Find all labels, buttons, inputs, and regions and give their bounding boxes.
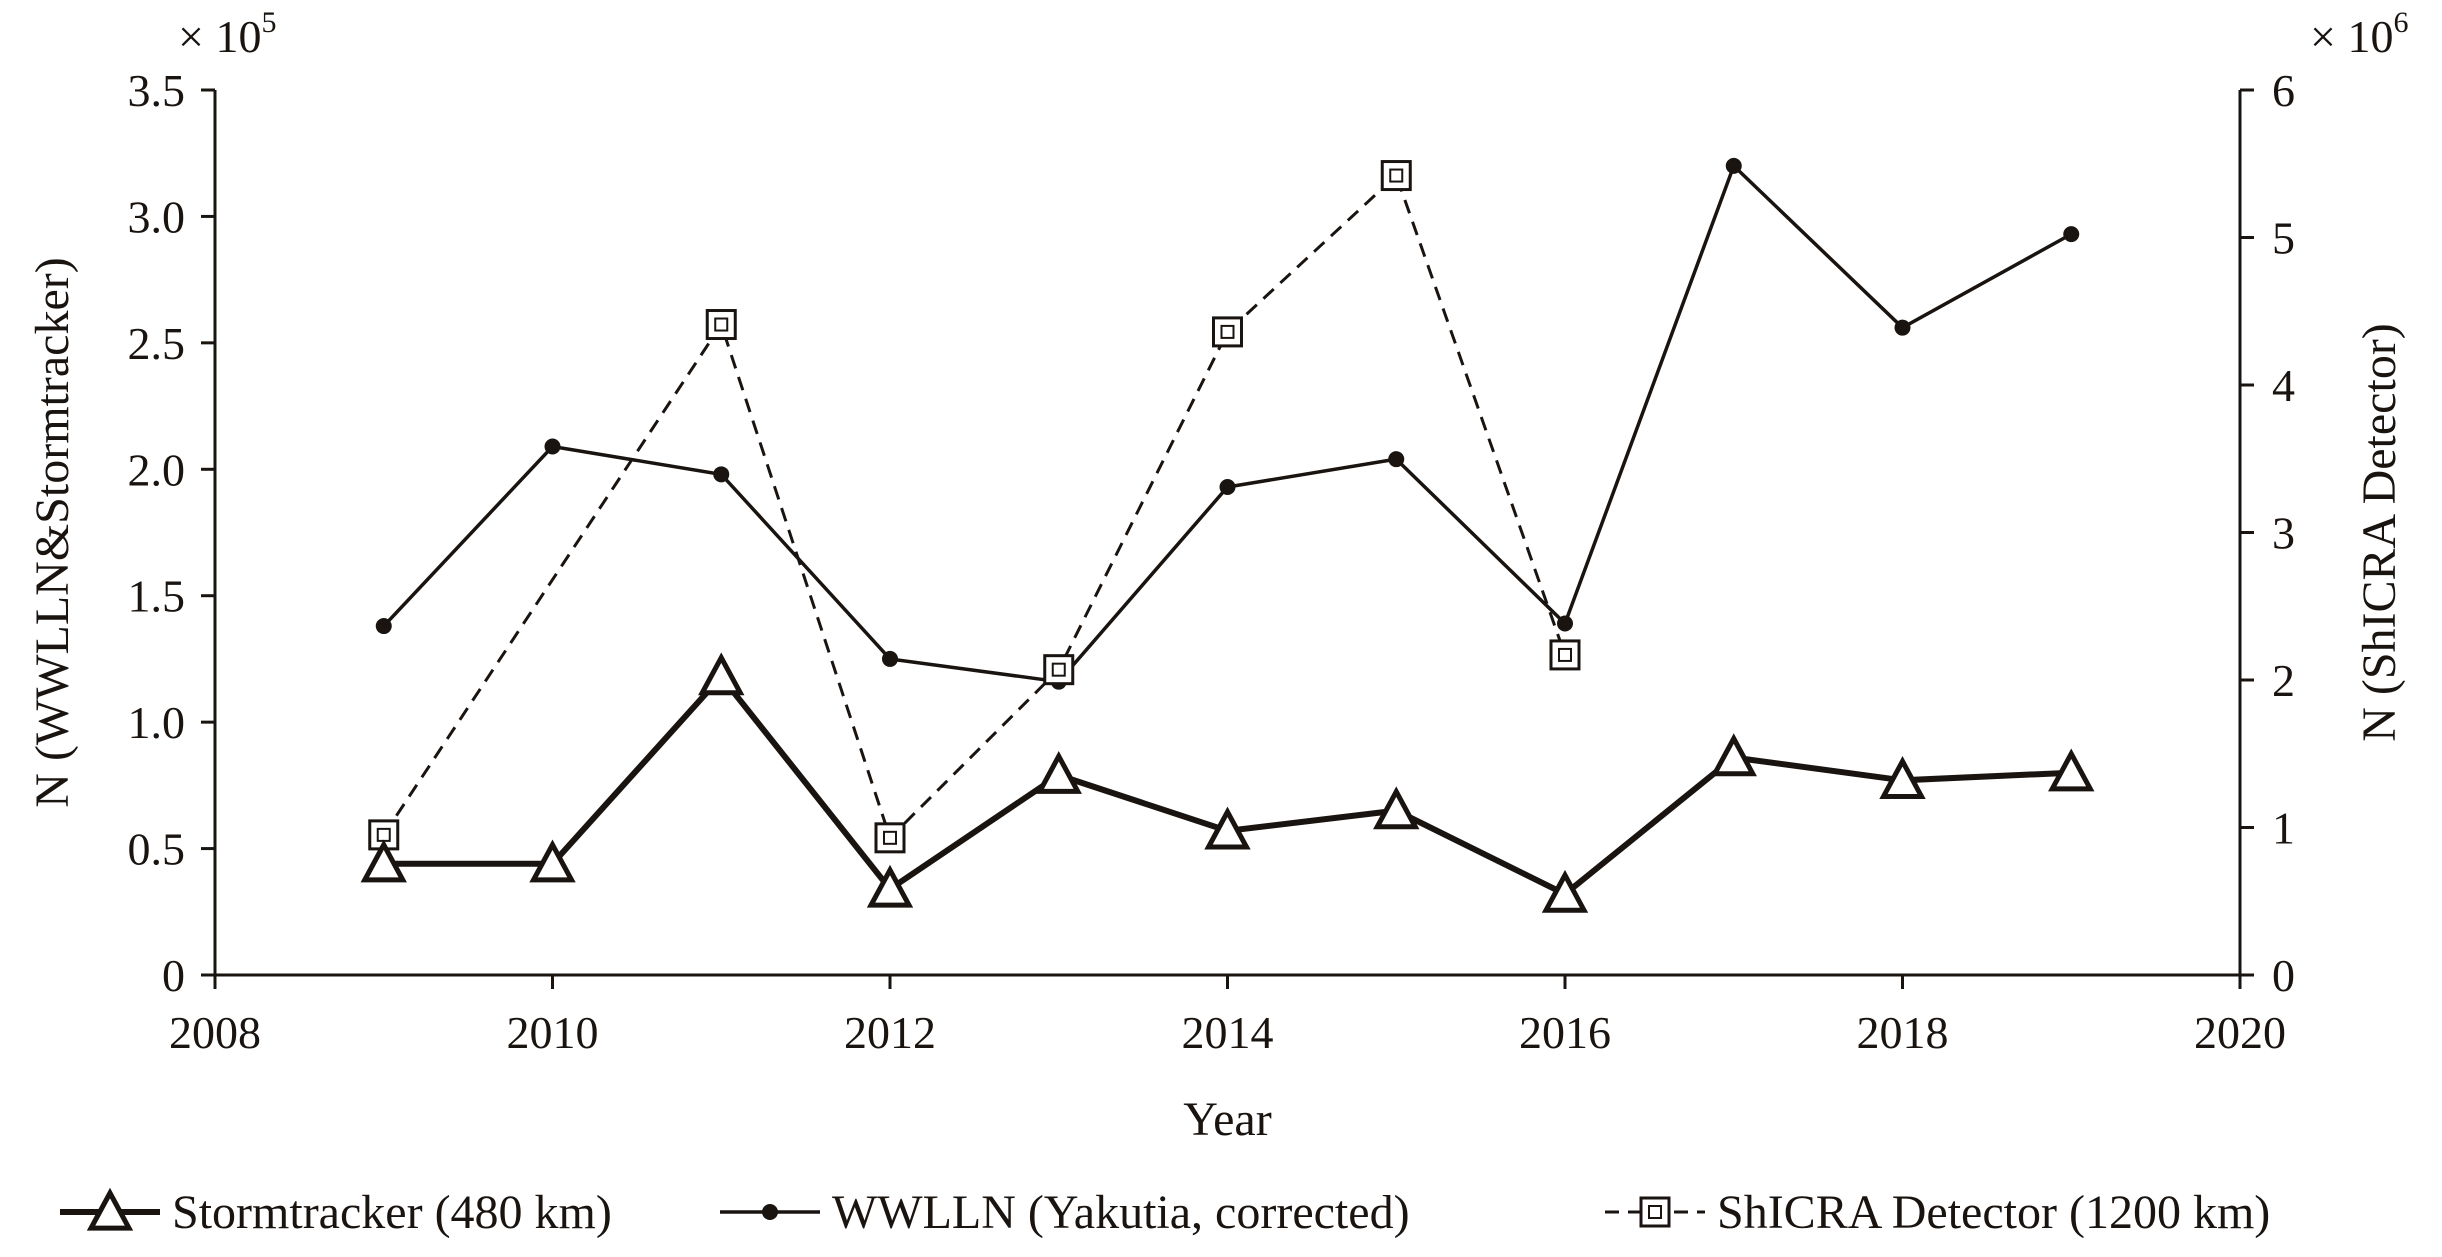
data-point-wwlln: [882, 650, 898, 667]
series-stormtracker: [360, 652, 2095, 913]
data-point-wwlln: [1219, 478, 1236, 495]
data-point-wwlln: [1388, 451, 1405, 468]
data-point-shicra-inner: [1051, 662, 1066, 677]
y-right-tick-label: 1: [2272, 803, 2295, 854]
legend-marker-shicra: [1639, 1196, 1671, 1228]
legend-item-stormtracker: Stormtracker (480 km): [60, 1186, 612, 1239]
y-left-tick-label: 3.5: [128, 65, 186, 116]
legend-label-wwlln: WWLLN (Yakutia, corrected): [832, 1186, 1410, 1239]
y-right-tick-label: 6: [2272, 65, 2295, 116]
x-tick-label: 2018: [1857, 1007, 1949, 1058]
y-left-tick-label: 0.5: [128, 824, 186, 875]
legend: Stormtracker (480 km) WWLLN (Yakutia, cor…: [60, 1186, 2270, 1239]
series-line-shicra: [382, 172, 1567, 841]
data-point-stormtracker: [1879, 756, 1926, 799]
y-left-tick-label: 1.5: [128, 571, 186, 622]
y-left-tick-label: 2.0: [128, 444, 186, 495]
left-multiplier-exp: 5: [261, 6, 276, 39]
x-tick-label: 2016: [1519, 1007, 1611, 1058]
data-point-wwlln: [544, 438, 561, 455]
series-layer: [360, 157, 2095, 913]
right-axis-multiplier: × 106: [2310, 6, 2408, 62]
y-left-tick-label: 1.0: [128, 697, 186, 748]
legend-marker-stormtracker: [86, 1187, 134, 1231]
y-left-tick-label: 0: [162, 950, 185, 1001]
data-point-wwlln: [713, 466, 730, 483]
y-left-tick-label: 3.0: [128, 191, 186, 242]
legend-item-wwlln: WWLLN (Yakutia, corrected): [720, 1186, 1410, 1239]
y-right-tick-label: 3: [2272, 508, 2295, 559]
legend-label-stormtracker: Stormtracker (480 km): [172, 1186, 612, 1239]
data-point-shicra: [1549, 639, 1581, 671]
data-point-wwlln: [375, 618, 392, 635]
y-right-tick-label: 0: [2272, 950, 2295, 1001]
data-point-shicra: [1212, 316, 1243, 348]
data-point-wwlln: [2063, 226, 2080, 243]
data-point-stormtracker: [698, 652, 745, 696]
data-point-shicra: [705, 309, 737, 341]
data-point-shicra: [1043, 654, 1075, 686]
x-tick-label: 2014: [1182, 1007, 1274, 1058]
legend-label-shicra: ShICRA Detector (1200 km): [1717, 1186, 2270, 1239]
data-point-wwlln: [1557, 615, 1573, 632]
y-right-tick-label: 2: [2272, 655, 2295, 706]
series-shicra: [368, 160, 1581, 854]
data-point-stormtracker: [1373, 786, 1420, 830]
data-point-stormtracker: [1035, 750, 1082, 794]
data-point-wwlln: [1894, 319, 1911, 336]
x-tick-label: 2008: [169, 1007, 261, 1058]
y-right-tick-label: 4: [2272, 360, 2295, 411]
data-point-stormtracker: [866, 864, 914, 908]
data-point-shicra: [1380, 160, 1412, 192]
right-multiplier-exp: 6: [2393, 6, 2408, 39]
left-multiplier-base: × 10: [178, 11, 261, 62]
y-axis-title-left: N (WWLLN&Stormtracker): [26, 257, 79, 807]
data-point-stormtracker: [1541, 869, 1589, 913]
left-axis-multiplier: × 105: [178, 6, 276, 62]
data-point-stormtracker: [1710, 733, 1757, 777]
right-multiplier-base: × 10: [2310, 11, 2393, 62]
data-point-shicra-inner: [714, 317, 729, 332]
x-tick-label: 2020: [2194, 1007, 2286, 1058]
legend-marker-shicra-inner: [1648, 1205, 1662, 1219]
data-point-stormtracker: [1204, 806, 1251, 850]
legend-item-shicra: ShICRA Detector (1200 km): [1605, 1186, 2270, 1239]
legend-marker-wwlln: [762, 1204, 778, 1220]
y-right-tick-label: 5: [2272, 213, 2295, 264]
y-left-tick-label: 2.5: [128, 318, 186, 369]
data-point-shicra: [874, 822, 906, 854]
x-tick-label: 2012: [844, 1007, 936, 1058]
data-point-shicra-inner: [1389, 168, 1404, 183]
y-axis-title-right: N (ShICRA Detector): [2353, 323, 2406, 742]
axis-ticks: 2008 2010 2012 2014 2016 2018 202000.51.01.52.…: [128, 65, 2296, 1058]
data-point-stormtracker: [529, 839, 576, 883]
data-point-shicra-inner: [1220, 324, 1235, 339]
x-axis-title: Year: [1183, 1093, 1271, 1146]
data-point-stormtracker: [2048, 748, 2095, 792]
series-wwlln: [375, 157, 2080, 690]
data-point-shicra-inner: [1558, 647, 1572, 662]
series-line-stormtracker: [383, 671, 2072, 898]
data-point-stormtracker: [360, 839, 407, 883]
data-point-shicra-inner: [883, 830, 897, 845]
series-line-wwlln: [382, 162, 2073, 684]
data-point-wwlln: [1725, 157, 1742, 174]
x-tick-label: 2010: [507, 1007, 599, 1058]
